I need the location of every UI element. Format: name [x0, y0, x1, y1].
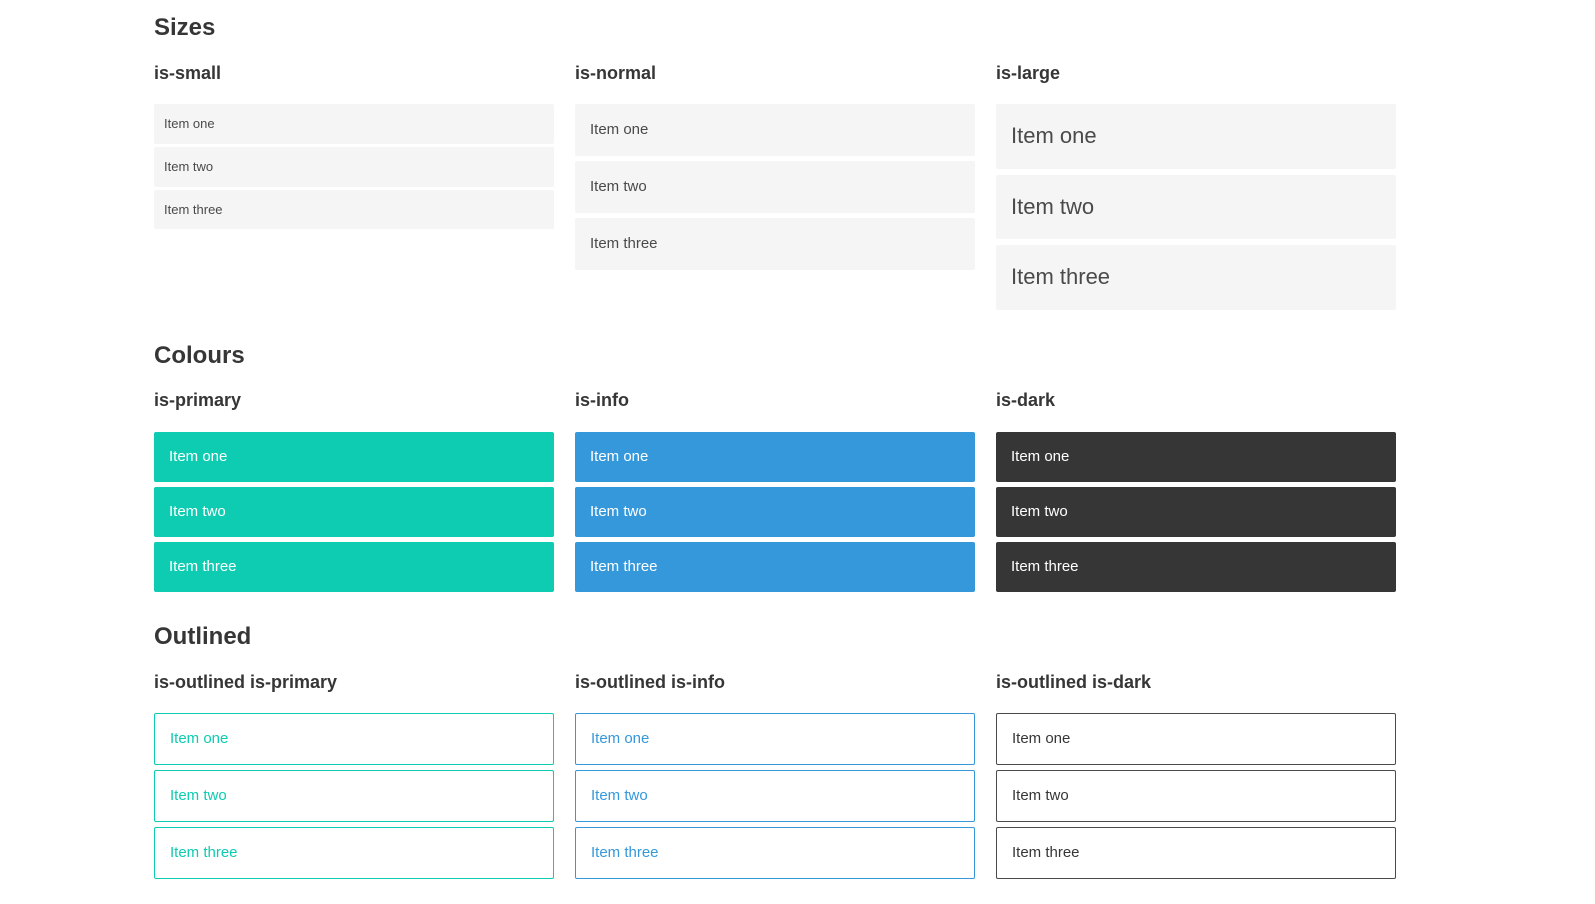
group-label-is-primary: is-primary: [154, 390, 242, 411]
block-list-demo-page: Sizes is-small Item one Item two Item th…: [154, 14, 1420, 884]
block-list-is-small: Item one Item two Item three: [154, 104, 554, 230]
list-item: Item two: [575, 770, 975, 823]
group-is-outlined-is-dark: is-outlined is-dark Item one Item two It…: [996, 668, 1396, 885]
group-is-outlined-is-primary: is-outlined is-primary Item one Item two…: [154, 668, 554, 885]
sizes-grid: is-small Item one Item two Item three is…: [154, 59, 1420, 316]
group-is-large: is-large Item one Item two Item three: [996, 59, 1396, 316]
section-colours: Colours is-primary Item one Item two Ite…: [154, 342, 1420, 597]
list-item: Item three: [575, 541, 975, 592]
group-label-is-outlined-is-dark: is-outlined is-dark: [996, 671, 1152, 692]
list-item: Item one: [154, 431, 554, 482]
section-title-outlined: Outlined: [154, 622, 252, 650]
list-item: Item one: [575, 713, 975, 766]
list-item: Item one: [996, 431, 1396, 482]
list-item: Item two: [996, 486, 1396, 537]
list-item: Item two: [154, 146, 554, 187]
list-item: Item three: [154, 189, 554, 230]
list-item: Item two: [575, 486, 975, 537]
block-list-is-info: Item one Item two Item three: [575, 431, 975, 592]
list-item: Item three: [996, 541, 1396, 592]
list-item: Item one: [575, 431, 975, 482]
list-item: Item three: [154, 827, 554, 880]
list-item: Item three: [154, 541, 554, 592]
list-item: Item two: [575, 161, 975, 214]
group-label-is-large: is-large: [996, 62, 1061, 83]
section-title-colours: Colours: [154, 341, 245, 369]
group-is-outlined-is-info: is-outlined is-info Item one Item two It…: [575, 668, 975, 885]
group-is-dark: is-dark Item one Item two Item three: [996, 386, 1396, 597]
block-list-is-normal: Item one Item two Item three: [575, 104, 975, 271]
block-list-is-outlined-is-info: Item one Item two Item three: [575, 713, 975, 880]
block-list-is-outlined-is-dark: Item one Item two Item three: [996, 713, 1396, 880]
block-list-is-outlined-is-primary: Item one Item two Item three: [154, 713, 554, 880]
colours-grid: is-primary Item one Item two Item three …: [154, 386, 1420, 597]
list-item: Item one: [154, 713, 554, 766]
block-list-is-primary: Item one Item two Item three: [154, 431, 554, 592]
block-list-is-dark: Item one Item two Item three: [996, 431, 1396, 592]
list-item: Item three: [575, 827, 975, 880]
outlined-grid: is-outlined is-primary Item one Item two…: [154, 668, 1420, 885]
group-label-is-info: is-info: [575, 390, 629, 411]
section-outlined: Outlined is-outlined is-primary Item one…: [154, 623, 1420, 884]
group-label-is-normal: is-normal: [575, 62, 657, 83]
group-label-is-dark: is-dark: [996, 390, 1056, 411]
group-is-normal: is-normal Item one Item two Item three: [575, 59, 975, 276]
group-is-primary: is-primary Item one Item two Item three: [154, 386, 554, 597]
list-item: Item three: [996, 245, 1396, 310]
section-sizes: Sizes is-small Item one Item two Item th…: [154, 14, 1420, 316]
list-item: Item one: [154, 104, 554, 144]
list-item: Item two: [154, 486, 554, 537]
list-item: Item two: [996, 174, 1396, 240]
list-item: Item one: [575, 104, 975, 157]
section-title-sizes: Sizes: [154, 14, 216, 41]
group-label-is-outlined-is-primary: is-outlined is-primary: [154, 671, 338, 692]
list-item: Item one: [996, 713, 1396, 766]
list-item: Item three: [996, 827, 1396, 880]
group-is-info: is-info Item one Item two Item three: [575, 386, 975, 597]
list-item: Item two: [154, 770, 554, 823]
group-is-small: is-small Item one Item two Item three: [154, 59, 554, 232]
list-item: Item two: [996, 770, 1396, 823]
group-label-is-outlined-is-info: is-outlined is-info: [575, 671, 725, 692]
block-list-is-large: Item one Item two Item three: [996, 104, 1396, 310]
list-item: Item one: [996, 104, 1396, 169]
group-label-is-small: is-small: [154, 62, 222, 83]
list-item: Item three: [575, 218, 975, 271]
